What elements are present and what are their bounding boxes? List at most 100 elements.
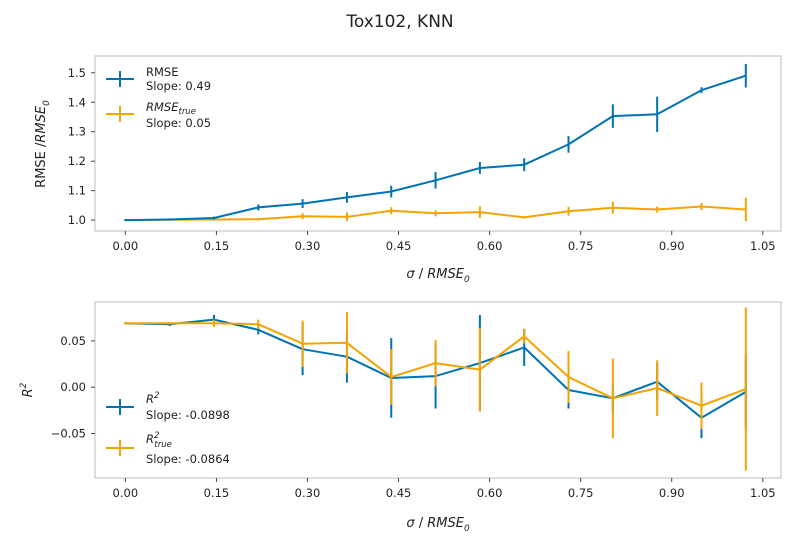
data-point: [390, 376, 393, 379]
data-point: [390, 190, 393, 193]
data-point: [656, 387, 659, 390]
data-point: [345, 341, 348, 344]
data-point: [434, 212, 437, 215]
legend-slope-r2-true: Slope: -0.0864: [146, 452, 230, 466]
data-point: [744, 74, 747, 77]
x-tick-label: 0.90: [659, 239, 685, 253]
data-point: [478, 211, 481, 214]
rmse-axes-frame: [94, 55, 782, 232]
data-point: [567, 210, 570, 213]
rmse-panel: 0.00 0.15 0.30 0.45 0.60 0.75 0.90 1.05 1.0 1.1 1.…: [34, 55, 782, 285]
x-tick-label: 0.30: [295, 239, 321, 253]
legend-label-rmse: RMSE: [146, 65, 178, 79]
data-point: [257, 218, 260, 221]
legend-label-r2-true: R2 true: [146, 431, 172, 450]
data-point: [523, 216, 526, 219]
data-point: [434, 179, 437, 182]
y-tick-label: 1.2: [68, 154, 86, 168]
y-tick-label: 0.05: [60, 334, 86, 348]
legend-entry-rmse-true: RMSEtrue Slope: 0.05: [106, 100, 211, 130]
data-point: [168, 322, 171, 325]
data-point: [345, 196, 348, 199]
data-point: [212, 322, 215, 325]
data-point: [345, 215, 348, 218]
data-point: [212, 217, 215, 220]
data-point: [124, 322, 127, 325]
legend-entry-rmse: RMSE Slope: 0.49: [106, 65, 211, 93]
data-point: [567, 376, 570, 379]
x-tick-label: 0.45: [386, 486, 412, 500]
data-point: [700, 404, 703, 407]
data-point: [257, 328, 260, 331]
y-tick-label: −0.05: [51, 427, 86, 441]
data-point: [700, 89, 703, 92]
x-tick-label: 0.00: [113, 486, 139, 500]
data-point: [168, 218, 171, 221]
series-rmse: [124, 63, 747, 222]
legend-label-rmse-true: RMSEtrue: [146, 100, 196, 117]
legend-entry-r2: R2 Slope: -0.0898: [106, 391, 230, 422]
legend-entry-r2-true: R2 true Slope: -0.0864: [106, 431, 230, 466]
data-point: [523, 163, 526, 166]
x-tick-label: 0.30: [295, 486, 321, 500]
data-point: [744, 208, 747, 211]
series-line: [125, 74, 747, 222]
rmse-legend: RMSE Slope: 0.49 RMSEtrue Slope: 0.05: [106, 65, 211, 130]
data-point: [611, 397, 614, 400]
r2-ticks: 0.00 0.15 0.30 0.45 0.60 0.75 0.90 1.05 −0.05 0.0…: [51, 334, 776, 500]
y-tick-label: 1.4: [68, 95, 86, 109]
y-tick-label: 0.00: [60, 380, 86, 394]
x-tick-label: 0.75: [568, 486, 594, 500]
x-tick-label: 0.15: [204, 239, 230, 253]
r2-x-axis-label: σ / RMSE0: [406, 516, 470, 534]
data-point: [478, 368, 481, 371]
data-point: [301, 215, 304, 218]
data-point: [656, 113, 659, 116]
y-tick-label: 1.3: [68, 125, 86, 139]
data-point: [124, 219, 127, 222]
legend-slope-rmse: Slope: 0.49: [146, 79, 211, 93]
data-point: [434, 362, 437, 365]
series-rmse-true: [124, 197, 747, 222]
y-tick-label: 1.1: [68, 184, 86, 198]
legend-slope-rmse-true: Slope: 0.05: [146, 116, 211, 130]
rmse-ticks: 0.00 0.15 0.30 0.45 0.60 0.75 0.90 1.05 1.0 1.1 1.…: [68, 66, 776, 253]
r2-panel: 0.00 0.15 0.30 0.45 0.60 0.75 0.90 1.05 −0.05 0.0…: [19, 301, 782, 534]
r2-y-axis-label: R2: [19, 382, 36, 397]
data-point: [257, 323, 260, 326]
r2-legend: R2 Slope: -0.0898 R2 true Slope: -0.0864: [106, 391, 230, 466]
x-tick-label: 0.60: [477, 486, 503, 500]
series-r-2-true: [124, 307, 747, 471]
rmse-plot-area: [124, 63, 747, 222]
figure-title: Tox102, KNN: [345, 12, 453, 32]
data-point: [611, 206, 614, 209]
x-tick-label: 0.90: [659, 486, 685, 500]
data-point: [700, 205, 703, 208]
x-tick-label: 1.05: [750, 239, 776, 253]
data-point: [744, 388, 747, 391]
x-tick-label: 0.60: [477, 239, 503, 253]
legend-label-r2: R2: [146, 391, 159, 406]
data-point: [656, 208, 659, 211]
rmse-y-axis-label: RMSE /RMSE0: [34, 100, 52, 188]
x-tick-label: 0.45: [386, 239, 412, 253]
data-point: [611, 115, 614, 118]
x-tick-label: 0.15: [204, 486, 230, 500]
data-point: [523, 335, 526, 338]
data-point: [523, 346, 526, 349]
y-tick-label: 1.0: [68, 213, 86, 227]
data-point: [301, 342, 304, 345]
data-point: [478, 166, 481, 169]
x-tick-label: 1.05: [750, 486, 776, 500]
data-point: [567, 143, 570, 146]
rmse-x-axis-label: σ / RMSE0: [406, 267, 470, 285]
legend-slope-r2: Slope: -0.0898: [146, 408, 230, 422]
r2-axes-frame: [94, 301, 782, 479]
r2-plot-area: [124, 307, 747, 471]
x-tick-label: 0.75: [568, 239, 594, 253]
data-point: [301, 202, 304, 205]
x-tick-label: 0.00: [113, 239, 139, 253]
data-point: [257, 206, 260, 209]
y-tick-label: 1.5: [68, 66, 86, 80]
